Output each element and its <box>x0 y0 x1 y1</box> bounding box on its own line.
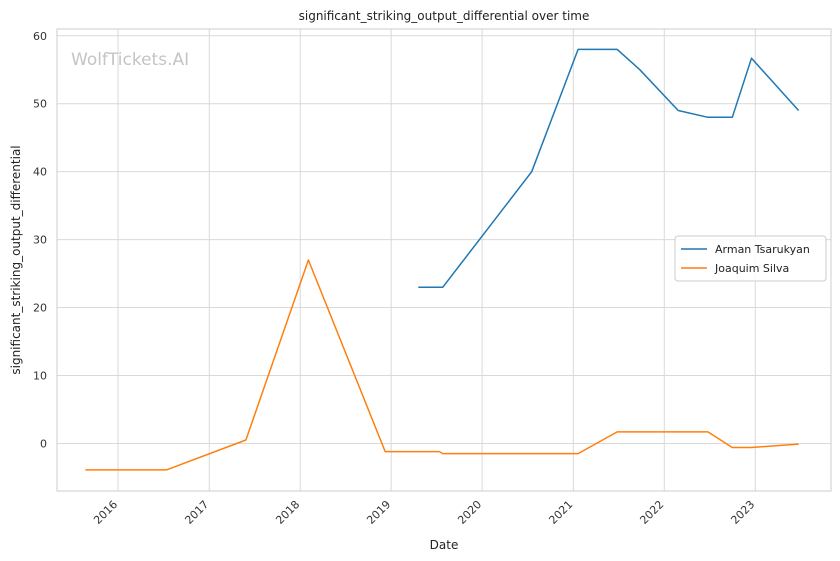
y-tick-label: 0 <box>40 437 47 450</box>
legend-label: Joaquim Silva <box>714 262 789 275</box>
legend: Arman Tsarukyan Joaquim Silva <box>674 235 827 282</box>
legend-box <box>674 235 827 282</box>
y-tick-label: 10 <box>33 370 47 383</box>
legend-label: Arman Tsarukyan <box>715 243 810 256</box>
series-line-2 <box>85 259 799 471</box>
watermark: WolfTickets.AI <box>71 50 189 70</box>
y-axis-title: significant_striking_output_differential <box>9 145 23 374</box>
y-tick-label: 20 <box>33 302 47 315</box>
plot-area-frame <box>56 28 832 492</box>
y-tick-label: 30 <box>33 234 47 247</box>
y-tick-label: 50 <box>33 98 47 111</box>
y-tick-label: 40 <box>33 166 47 179</box>
series-lines <box>85 48 800 471</box>
y-tick-labels: 0 10 20 30 40 50 60 <box>33 30 47 451</box>
y-tick-label: 60 <box>33 30 47 43</box>
chart-title: significant_striking_output_differential… <box>299 9 590 23</box>
series-line-1 <box>418 48 800 288</box>
x-axis-title: Date <box>430 538 459 552</box>
